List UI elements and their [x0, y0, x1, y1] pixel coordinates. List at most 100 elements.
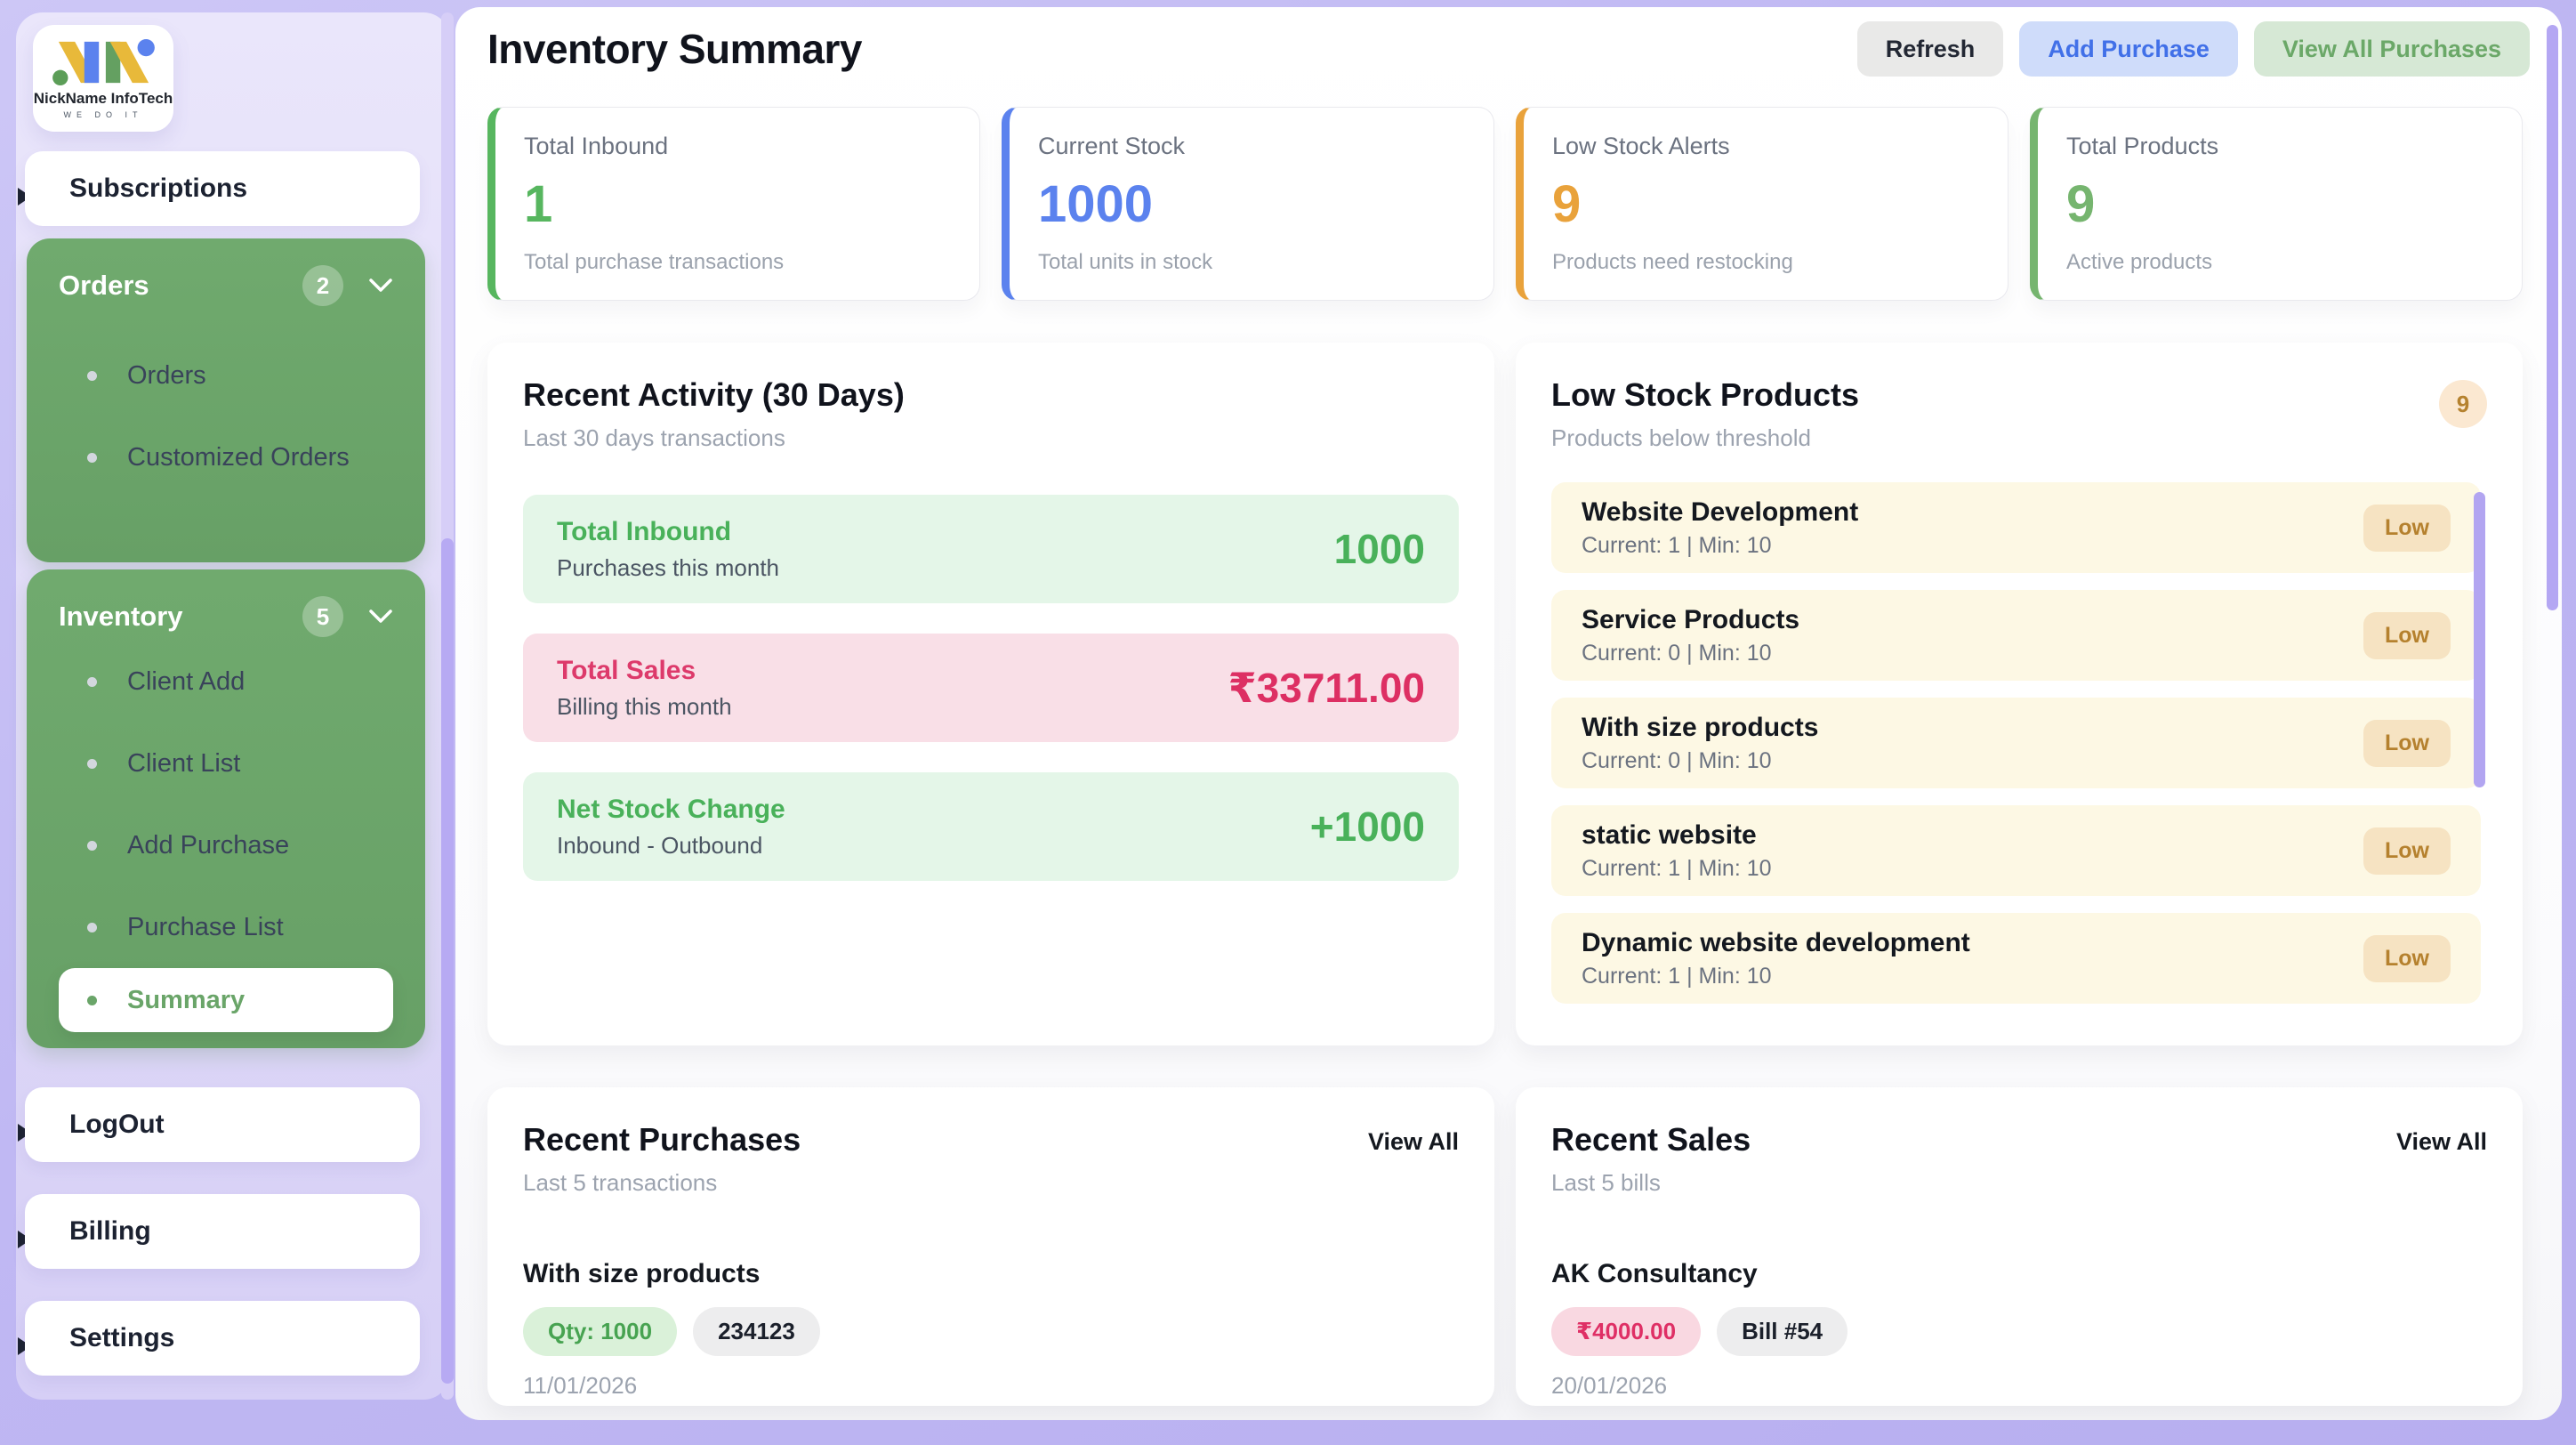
activity-row-label: Total Inbound	[557, 516, 732, 546]
product-name: Website Development	[1582, 496, 1859, 527]
chevron-down-icon[interactable]	[368, 609, 393, 625]
product-caption: Current: 0 | Min: 10	[1582, 640, 1772, 666]
bill-badge: Bill #54	[1717, 1307, 1848, 1356]
purchases-view-all-link[interactable]: View All	[1367, 1128, 1459, 1155]
recent-purchases-subtitle: Last 5 transactions	[523, 1169, 718, 1196]
orders-section-label: Orders	[59, 270, 149, 301]
sidebar-item-logout[interactable]: LogOut	[25, 1087, 420, 1162]
sidebar-item-settings[interactable]: Settings	[25, 1301, 420, 1376]
low-stock-item: With size products Current: 0 | Min: 10 …	[1551, 698, 2481, 788]
recent-purchases-title: Recent Purchases	[523, 1121, 801, 1158]
purchase-name: With size products	[523, 1259, 761, 1288]
low-stock-title: Low Stock Products	[1551, 376, 1860, 413]
stat-caption: Products need restocking	[1552, 250, 1793, 274]
bullet-dot-icon	[87, 922, 97, 932]
sales-view-all-link[interactable]: View All	[2395, 1128, 2487, 1155]
stat-label: Total Products	[2066, 133, 2219, 159]
add-purchase-button[interactable]: Add Purchase	[2019, 21, 2238, 77]
orders-sublist: Orders Customized Orders	[27, 306, 425, 498]
activity-row-value: 1000	[1333, 526, 1425, 572]
stat-value: 9	[2066, 175, 2096, 233]
sidebar-section-inventory: Inventory 5 Client Add Client List Add P…	[27, 569, 425, 1048]
bullet-dot-icon	[87, 840, 97, 851]
bullet-dot-icon	[87, 758, 97, 769]
inventory-section-header[interactable]: Inventory 5	[27, 569, 425, 637]
sidebar-scrollbar-thumb[interactable]	[441, 538, 454, 1384]
ref-badge: 234123	[693, 1307, 820, 1356]
activity-row-caption: Purchases this month	[557, 553, 780, 581]
recent-sales-title: Recent Sales	[1551, 1121, 1751, 1158]
activity-row-caption: Inbound - Outbound	[557, 831, 763, 859]
amount-badge: ₹4000.00	[1551, 1307, 1702, 1356]
brand-name: NickName InfoTech	[33, 89, 173, 107]
activity-row-caption: Billing this month	[557, 692, 732, 720]
sidebar-item-customized-orders[interactable]: Customized Orders	[27, 416, 425, 498]
sidebar-item-label: Billing	[69, 1216, 151, 1246]
main-panel: Inventory Summary Refresh Add Purchase V…	[455, 7, 2562, 1420]
low-status-badge: Low	[2363, 827, 2451, 875]
purchase-item: With size products Qty: 1000 234123 11/0…	[523, 1259, 1459, 1400]
inventory-sublist: Client Add Client List Add Purchase Purc…	[27, 637, 425, 1032]
sidebar-item-label: Settings	[69, 1323, 175, 1352]
low-stock-item: Website Development Current: 1 | Min: 10…	[1551, 482, 2481, 573]
stat-card-current-stock: Current Stock 1000 Total units in stock	[1002, 107, 1494, 301]
stat-label: Current Stock	[1038, 133, 1186, 159]
recent-sales-subtitle: Last 5 bills	[1551, 1169, 1661, 1196]
main-scrollbar-thumb[interactable]	[2547, 25, 2558, 610]
chevron-down-icon[interactable]	[368, 278, 393, 294]
sidebar-item-client-list[interactable]: Client List	[27, 722, 425, 804]
bullet-dot-icon	[87, 676, 97, 687]
low-status-badge: Low	[2363, 934, 2451, 982]
sidebar-item-label: Client Add	[127, 666, 246, 696]
product-caption: Current: 1 | Min: 10	[1582, 532, 1772, 558]
bullet-dot-icon	[87, 452, 97, 463]
view-all-purchases-button[interactable]: View All Purchases	[2253, 21, 2530, 77]
product-name: Dynamic website development	[1582, 927, 1970, 957]
sidebar-item-client-add[interactable]: Client Add	[27, 641, 425, 722]
page-header: Inventory Summary Refresh Add Purchase V…	[487, 20, 2530, 78]
recent-purchases-card: Recent Purchases Last 5 transactions Vie…	[487, 1087, 1494, 1406]
orders-section-header[interactable]: Orders 2	[27, 238, 425, 306]
sale-item: AK Consultancy ₹4000.00 Bill #54 20/01/2…	[1551, 1259, 2487, 1406]
bullet-dot-icon	[87, 370, 97, 381]
bullet-dot-icon	[87, 995, 97, 1005]
activity-row-net-stock-change: Net Stock Change Inbound - Outbound +100…	[523, 772, 1459, 881]
brand-logo[interactable]: NickName InfoTech WE DO IT	[33, 25, 173, 132]
low-stock-card: Low Stock Products Products below thresh…	[1516, 343, 2523, 1045]
activity-row-label: Net Stock Change	[557, 794, 785, 824]
qty-badge: Qty: 1000	[523, 1307, 678, 1356]
sidebar-item-label: Purchase List	[127, 912, 284, 941]
sidebar-item-label: LogOut	[69, 1110, 165, 1139]
product-name: static website	[1582, 819, 1757, 850]
inventory-count-badge: 5	[302, 596, 343, 637]
sidebar-item-add-purchase[interactable]: Add Purchase	[27, 804, 425, 886]
sidebar-item-label: Customized Orders	[127, 442, 350, 472]
low-status-badge: Low	[2363, 611, 2451, 659]
brand-tagline: WE DO IT	[63, 109, 143, 119]
sidebar-item-orders[interactable]: Orders	[27, 335, 425, 416]
stat-cards-row: Total Inbound 1 Total purchase transacti…	[487, 107, 2523, 301]
sidebar-section-orders: Orders 2 Orders Customized Orders	[27, 238, 425, 562]
page-title: Inventory Summary	[487, 26, 862, 72]
recent-sales-card: Recent Sales Last 5 bills View All AK Co…	[1516, 1087, 2523, 1406]
low-stock-scrollbar-thumb[interactable]	[2474, 492, 2485, 787]
sidebar-item-summary-active[interactable]: Summary	[59, 968, 393, 1032]
sidebar-item-label: Client List	[127, 748, 241, 778]
sidebar-item-label: Orders	[127, 360, 206, 390]
stat-card-low-stock-alerts: Low Stock Alerts 9 Products need restock…	[1516, 107, 2008, 301]
low-stock-item: static website Current: 1 | Min: 10 Low	[1551, 805, 2481, 896]
activity-row-total-inbound: Total Inbound Purchases this month 1000	[523, 495, 1459, 603]
low-stock-count-badge: 9	[2439, 380, 2487, 428]
sidebar-item-purchase-list[interactable]: Purchase List	[27, 886, 425, 968]
recent-activity-card: Recent Activity (30 Days) Last 30 days t…	[487, 343, 1494, 1045]
sidebar-item-subscriptions[interactable]: Subscriptions	[25, 151, 420, 226]
sale-date: 20/01/2026	[1551, 1372, 1668, 1399]
activity-row-total-sales: Total Sales Billing this month ₹33711.00	[523, 634, 1459, 742]
sidebar-item-billing[interactable]: Billing	[25, 1194, 420, 1269]
sale-client-name: AK Consultancy	[1551, 1259, 1758, 1288]
sidebar-item-label: Summary	[127, 985, 246, 1014]
product-caption: Current: 1 | Min: 10	[1582, 855, 1772, 881]
refresh-button[interactable]: Refresh	[1856, 21, 2004, 77]
recent-activity-title: Recent Activity (30 Days)	[523, 376, 905, 413]
sidebar-item-label: Subscriptions	[69, 174, 248, 203]
